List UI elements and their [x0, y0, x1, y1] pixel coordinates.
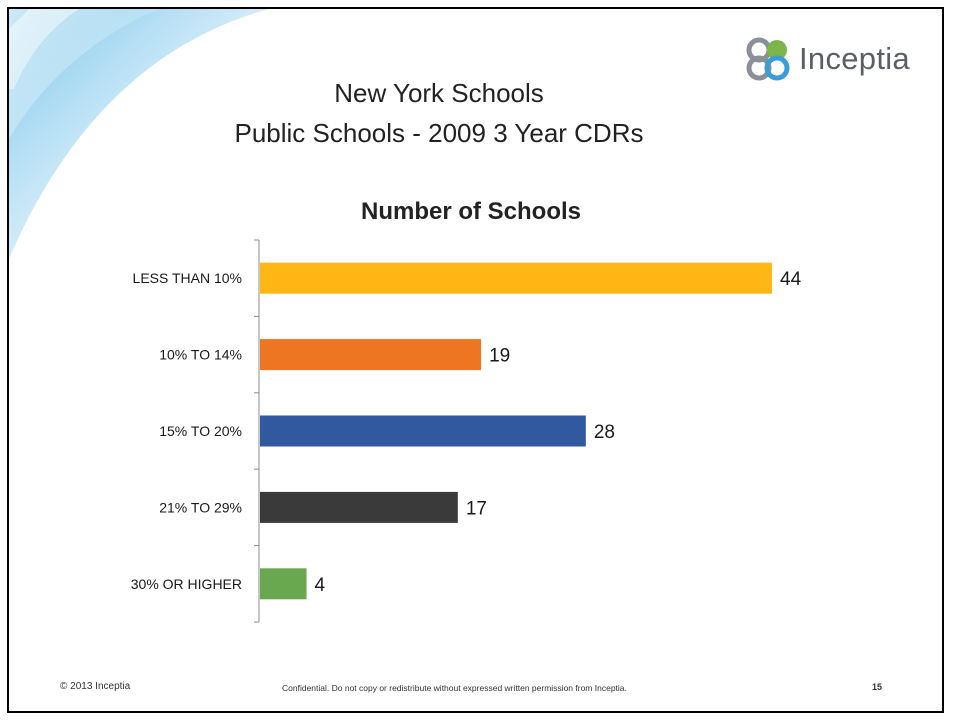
bar: [260, 491, 458, 523]
category-tick-label: 21% TO 29%: [159, 499, 242, 515]
bar: [260, 568, 307, 600]
copyright-footer: © 2013 Inceptia: [60, 681, 131, 692]
bar-data-label: 17: [466, 498, 487, 519]
category-tick-label: 10% TO 14%: [159, 347, 242, 363]
category-tick-label: 15% TO 20%: [159, 423, 242, 439]
confidential-notice: Confidential. Do not copy or redistribut…: [282, 683, 627, 693]
bar: [260, 415, 586, 447]
logo-text: Inceptia: [799, 41, 910, 76]
inceptia-logo-icon: [746, 37, 790, 81]
page-number: 15: [872, 682, 883, 692]
decorative-swoosh: [9, 9, 269, 259]
category-tick-label: 30% OR HIGHER: [131, 576, 242, 592]
bar-data-label: 28: [594, 422, 615, 443]
slide-title-line-1: New York Schools: [334, 78, 544, 108]
bar-data-label: 44: [780, 269, 802, 290]
bar-data-label: 4: [315, 575, 326, 596]
chart-title: Number of Schools: [361, 198, 581, 225]
bar: [260, 262, 772, 294]
slide-frame: Inceptia New York Schools Public Schools…: [7, 7, 944, 713]
bar: [260, 339, 482, 371]
slide-title-line-2: Public Schools - 2009 3 Year CDRs: [234, 118, 644, 148]
category-tick-label: LESS THAN 10%: [133, 270, 242, 286]
inceptia-logo: Inceptia: [745, 31, 910, 87]
bar-data-label: 19: [489, 346, 510, 367]
